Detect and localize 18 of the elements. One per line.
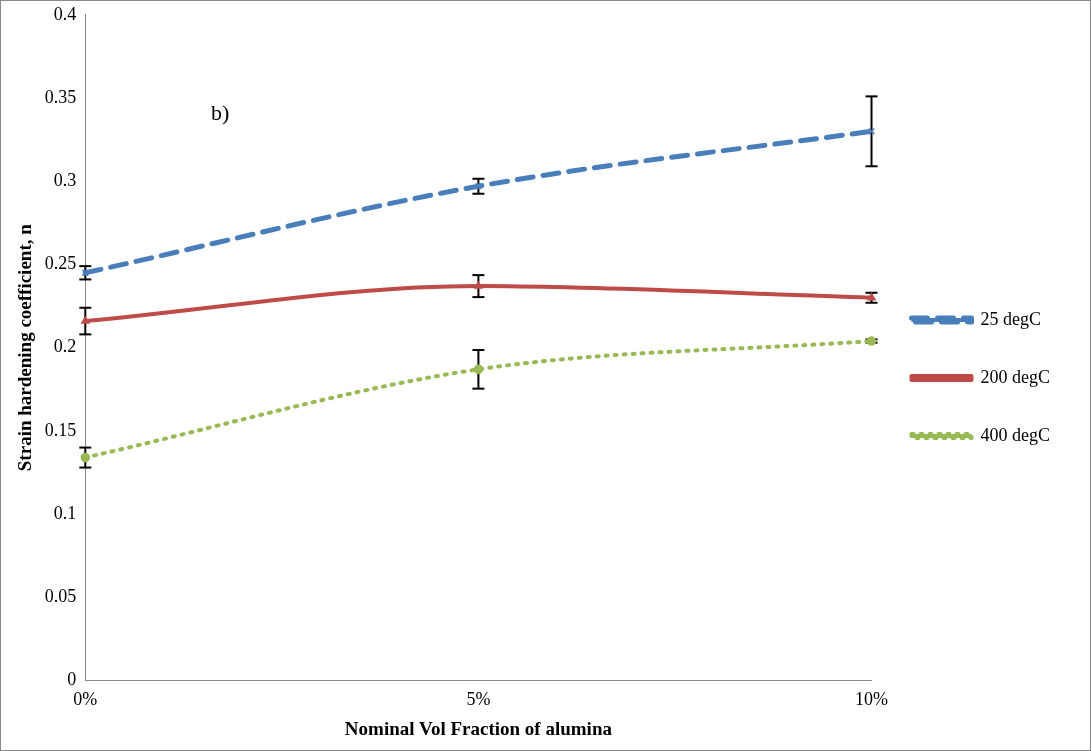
y-tick-label: 0.25 [44, 253, 77, 274]
x-tick-label: 10% [855, 689, 888, 710]
y-tick-label: 0.05 [44, 586, 77, 607]
y-tick-label: 0 [67, 669, 77, 690]
y-tick-label: 0.2 [53, 336, 77, 357]
x-tick-label: 5% [466, 689, 491, 710]
x-tick-label: 0% [73, 689, 98, 710]
y-tick-label: 0.3 [53, 169, 77, 190]
legend-label: 25 degC [980, 308, 1041, 329]
y-axis-title: Strain hardening coefficient, n [14, 223, 36, 472]
y-tick-label: 0.35 [44, 86, 77, 107]
x-axis-title: Nominal Vol Fraction of alumina [344, 717, 613, 739]
annotation: b) [211, 100, 230, 126]
y-tick-label: 0.4 [53, 3, 77, 24]
y-tick-label: 0.1 [53, 502, 77, 523]
y-tick-label: 0.15 [44, 419, 77, 440]
legend-label: 400 degC [980, 424, 1050, 445]
legend-label: 200 degC [980, 366, 1050, 387]
